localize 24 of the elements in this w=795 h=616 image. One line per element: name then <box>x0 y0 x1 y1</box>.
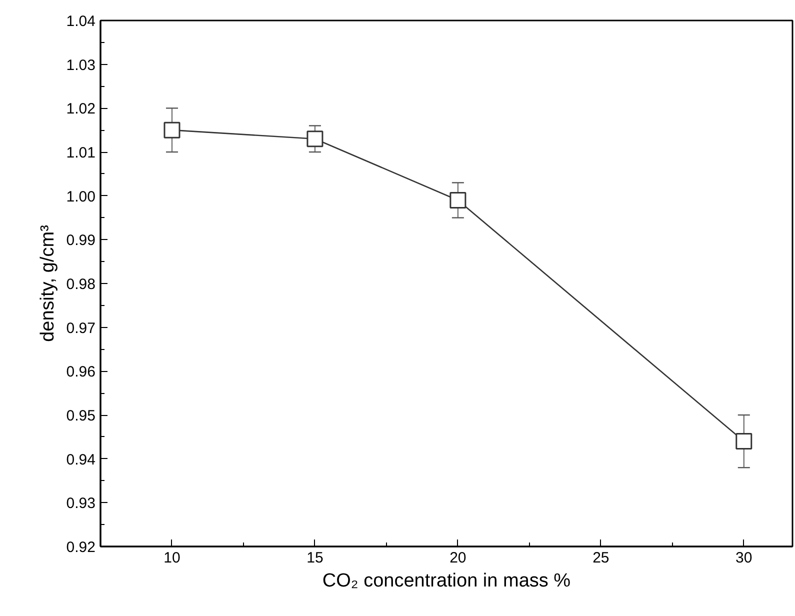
y-tick-label: 1.02 <box>66 100 96 118</box>
x-tick-label: 30 <box>736 550 752 566</box>
x-axis-title: CO₂ concentration in mass % <box>322 570 571 592</box>
y-tick-label: 0.94 <box>66 451 96 468</box>
y-tick-label: 0.95 <box>66 408 96 424</box>
y-tick-label: 0.99 <box>66 232 96 250</box>
y-tick-label: 1.01 <box>66 144 96 162</box>
point <box>306 130 324 148</box>
y-tick-label: 0.98 <box>66 276 96 293</box>
point <box>736 433 752 450</box>
y-tick-label: 1.03 <box>66 56 96 74</box>
x-tick-label: 20 <box>450 550 466 566</box>
point <box>164 122 180 138</box>
x-tick-label: 25 <box>592 550 610 566</box>
y-tick-label: 1.00 <box>66 188 96 206</box>
x-tick-label: 15 <box>306 550 324 566</box>
y-tick-label: 0.93 <box>66 495 96 512</box>
y-tick-label: 0.96 <box>66 364 96 381</box>
y-tick-label: 0.92 <box>66 539 96 556</box>
x-tick-label: 10 <box>164 550 180 566</box>
point <box>450 192 466 208</box>
y-axis-title: density, g/cm³ <box>37 225 58 342</box>
y-tick-label: 0.97 <box>66 320 96 337</box>
y-tick-label: 1.04 <box>66 13 96 30</box>
